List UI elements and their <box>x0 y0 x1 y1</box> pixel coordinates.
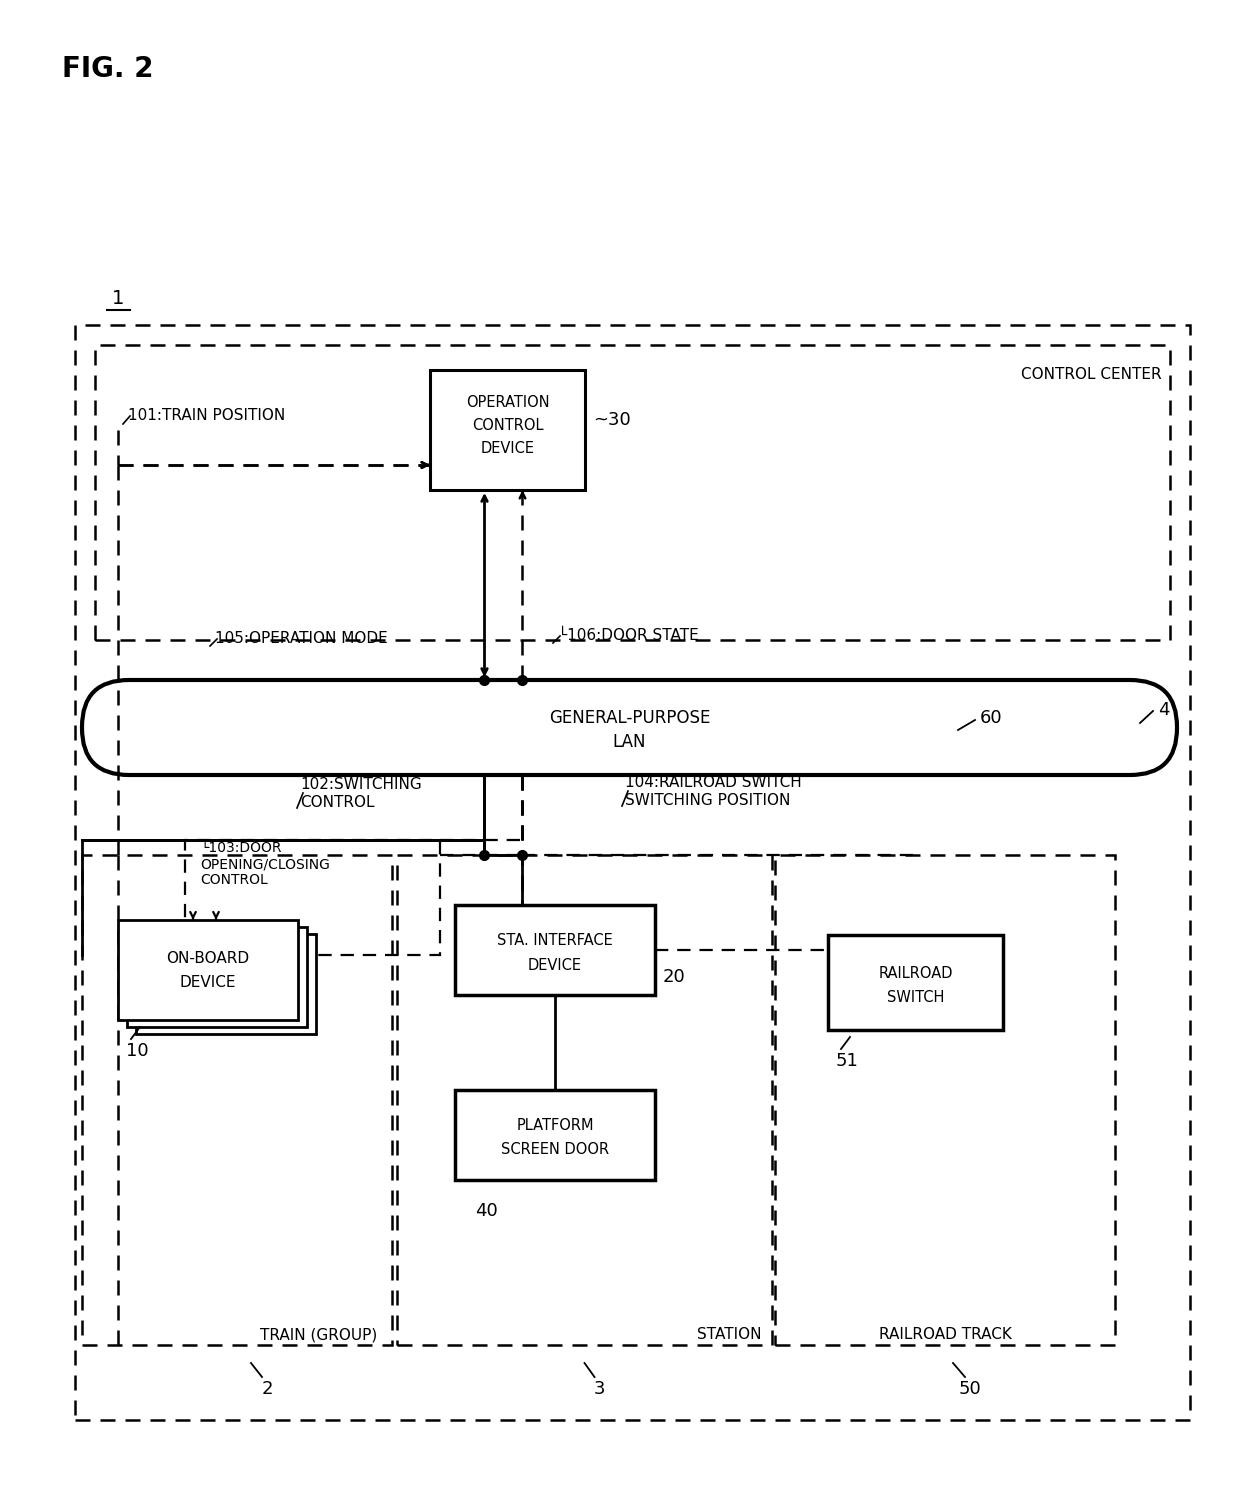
Text: PLATFORM: PLATFORM <box>516 1118 594 1132</box>
Bar <box>136 935 316 1034</box>
Text: 51: 51 <box>836 1052 859 1070</box>
Text: CONTROL: CONTROL <box>200 873 268 886</box>
Text: STA. INTERFACE: STA. INTERFACE <box>497 933 613 948</box>
Text: 40: 40 <box>475 1202 497 1221</box>
Text: RAILROAD: RAILROAD <box>878 966 952 980</box>
Text: TRAIN (GROUP): TRAIN (GROUP) <box>259 1327 377 1342</box>
Bar <box>828 935 1003 1029</box>
Text: 104:RAILROAD SWITCH: 104:RAILROAD SWITCH <box>625 775 802 790</box>
Text: 20: 20 <box>663 968 686 986</box>
Text: └106:DOOR STATE: └106:DOOR STATE <box>558 628 699 643</box>
FancyBboxPatch shape <box>82 680 1177 775</box>
Text: 101:TRAIN POSITION: 101:TRAIN POSITION <box>128 408 285 423</box>
Text: 2: 2 <box>262 1380 273 1398</box>
Text: GENERAL-PURPOSE: GENERAL-PURPOSE <box>549 709 711 727</box>
Text: OPENING/CLOSING: OPENING/CLOSING <box>200 856 330 871</box>
Text: SWITCH: SWITCH <box>887 989 944 1004</box>
Text: CONTROL CENTER: CONTROL CENTER <box>1022 367 1162 382</box>
Text: 10: 10 <box>126 1041 149 1060</box>
Bar <box>74 325 1190 1421</box>
Text: 105:OPERATION MODE: 105:OPERATION MODE <box>215 631 388 646</box>
Text: DEVICE: DEVICE <box>528 957 582 972</box>
Text: 60: 60 <box>980 709 1003 727</box>
Text: SWITCHING POSITION: SWITCHING POSITION <box>625 793 790 808</box>
Text: LAN: LAN <box>613 733 646 751</box>
Text: CONTROL: CONTROL <box>300 795 374 810</box>
Bar <box>126 927 308 1026</box>
Text: 50: 50 <box>959 1380 981 1398</box>
Bar <box>775 855 1115 1345</box>
Text: SCREEN DOOR: SCREEN DOOR <box>501 1142 609 1157</box>
Bar <box>82 855 392 1345</box>
Text: ON-BOARD: ON-BOARD <box>166 951 249 966</box>
Text: STATION: STATION <box>697 1327 763 1342</box>
Text: 1: 1 <box>112 289 124 309</box>
Bar <box>455 1090 655 1180</box>
Bar <box>118 920 298 1020</box>
Bar <box>185 840 440 956</box>
Text: 102:SWITCHING: 102:SWITCHING <box>300 777 422 792</box>
Bar <box>430 370 585 491</box>
Text: 4: 4 <box>1158 701 1169 719</box>
Bar <box>397 855 773 1345</box>
Text: ~30: ~30 <box>593 411 631 429</box>
Bar <box>95 345 1171 640</box>
Text: DEVICE: DEVICE <box>480 441 534 456</box>
Text: 3: 3 <box>594 1380 605 1398</box>
Text: OPERATION: OPERATION <box>466 394 549 409</box>
Text: DEVICE: DEVICE <box>180 975 237 989</box>
Text: FIG. 2: FIG. 2 <box>62 56 154 83</box>
Text: RAILROAD TRACK: RAILROAD TRACK <box>879 1327 1012 1342</box>
Text: CONTROL: CONTROL <box>471 417 543 432</box>
Bar <box>455 905 655 995</box>
Text: └103:DOOR: └103:DOOR <box>200 841 281 855</box>
